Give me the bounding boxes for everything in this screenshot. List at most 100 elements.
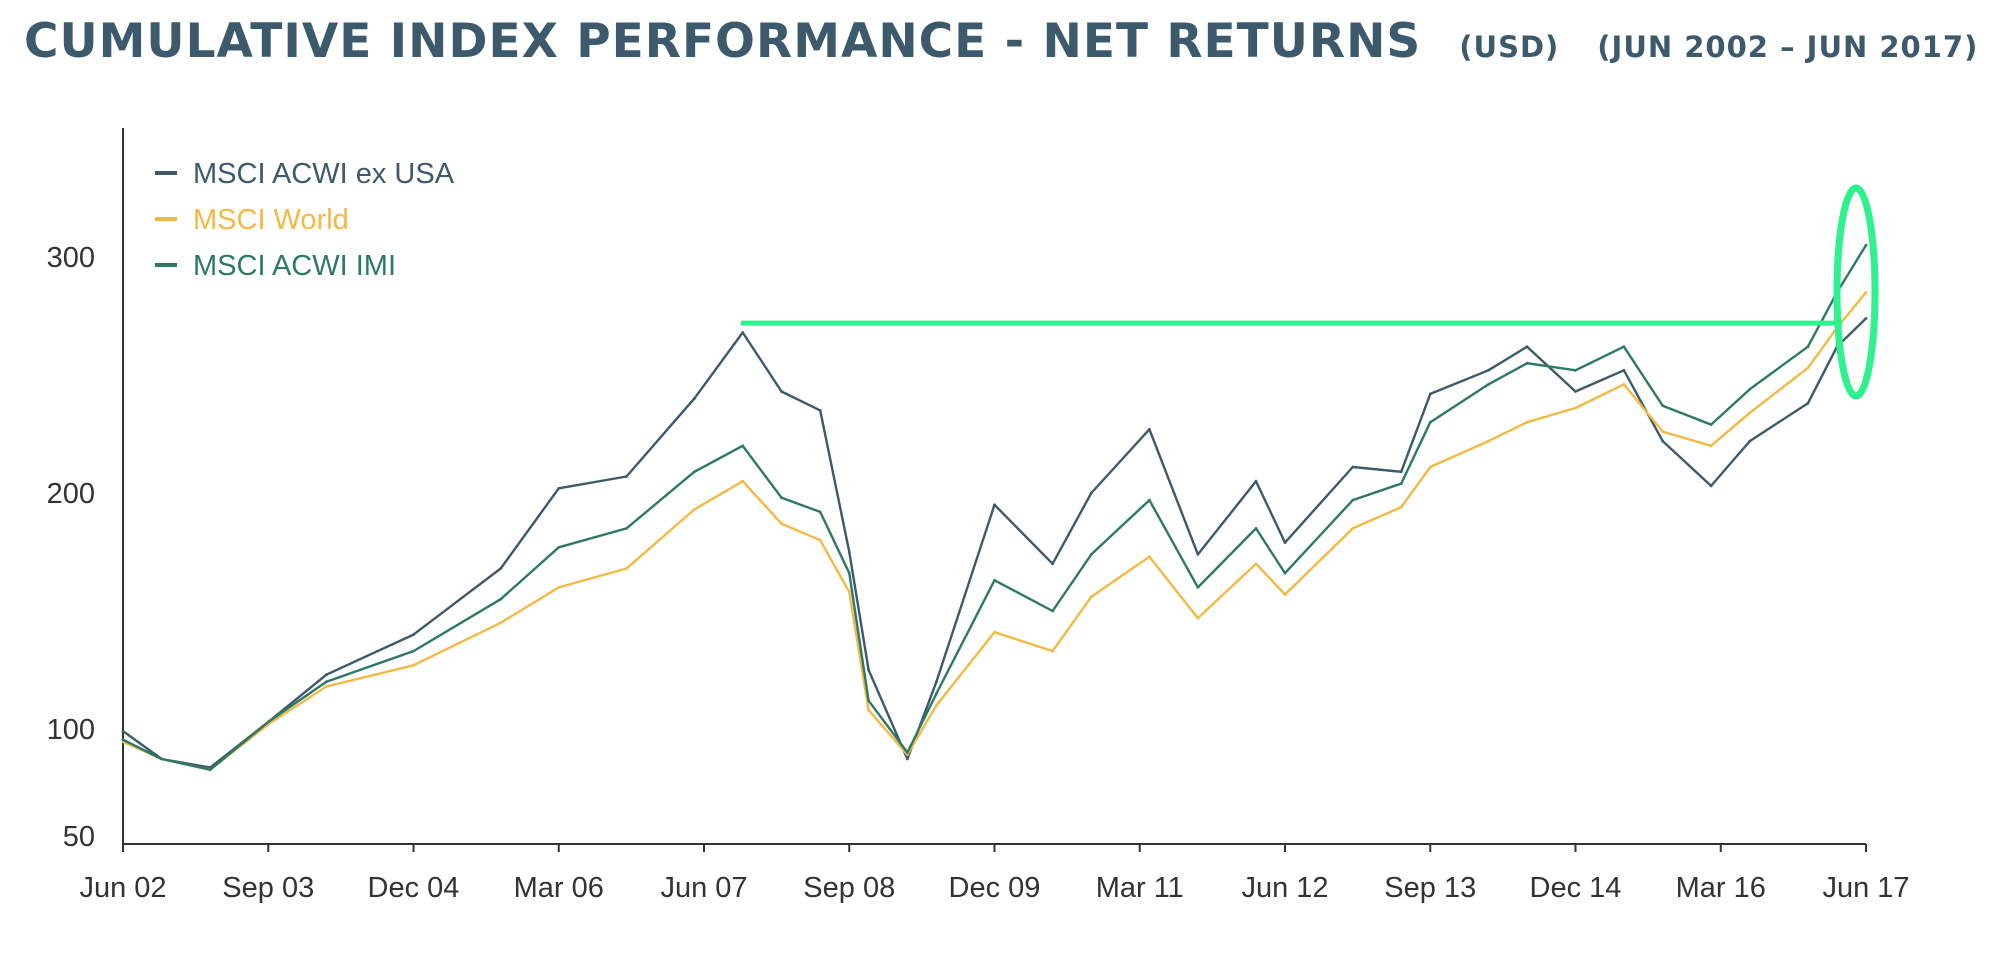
data-point xyxy=(780,390,783,393)
data-point xyxy=(1487,368,1490,372)
data-point xyxy=(1864,317,1868,320)
data-point xyxy=(867,708,870,712)
data-point xyxy=(1089,595,1093,599)
data-point xyxy=(625,527,628,530)
data-point xyxy=(780,496,783,500)
legend-label: MSCI ACWI ex USA xyxy=(193,158,455,190)
x-tick-label: Dec 09 xyxy=(949,872,1041,904)
x-tick-label: Jun 17 xyxy=(1822,872,1909,904)
data-point xyxy=(1148,498,1151,502)
data-point xyxy=(741,479,745,483)
data-point xyxy=(499,597,503,601)
data-point xyxy=(741,444,745,448)
data-point xyxy=(1806,401,1810,405)
x-tick-label: Sep 03 xyxy=(222,872,314,904)
x-tick-label: Mar 06 xyxy=(514,872,604,904)
data-point xyxy=(1428,465,1432,469)
data-point xyxy=(847,571,851,575)
data-point xyxy=(1661,404,1665,408)
data-point xyxy=(1399,505,1403,509)
data-point xyxy=(1709,444,1713,448)
y-tick-label: 100 xyxy=(47,714,95,746)
data-point xyxy=(1748,439,1752,443)
data-point xyxy=(1574,368,1577,372)
annotation-layer xyxy=(741,184,1879,400)
data-point xyxy=(412,649,415,653)
x-tick-label: Mar 11 xyxy=(1096,872,1184,904)
data-point xyxy=(325,680,328,684)
data-point xyxy=(557,545,561,549)
data-point xyxy=(1806,345,1810,349)
data-point xyxy=(993,503,996,507)
legend-label: MSCI ACWI IMI xyxy=(193,250,396,282)
data-point xyxy=(867,668,870,672)
data-point xyxy=(1574,406,1577,410)
data-point xyxy=(818,538,822,542)
data-point xyxy=(1148,555,1151,559)
series-line-1 xyxy=(122,291,1867,771)
data-point xyxy=(1148,427,1151,431)
data-point xyxy=(1748,411,1752,415)
data-point xyxy=(1574,390,1577,393)
x-tick-label: Mar 16 xyxy=(1676,872,1766,904)
x-tick-label: Dec 14 xyxy=(1530,872,1622,904)
data-point xyxy=(266,720,270,724)
data-point xyxy=(1525,345,1529,349)
data-point xyxy=(1399,470,1403,474)
data-point xyxy=(208,768,212,772)
chart-legend: MSCI ACWI ex USA MSCI World MSCI ACWI IMI xyxy=(155,158,455,282)
data-point xyxy=(1748,387,1752,391)
y-tick-label: 50 xyxy=(63,821,95,853)
data-point xyxy=(625,475,628,478)
data-point xyxy=(1487,439,1490,443)
data-point xyxy=(741,331,745,334)
data-point xyxy=(325,673,328,677)
data-point xyxy=(625,567,628,570)
data-point xyxy=(1089,553,1093,556)
data-point xyxy=(1622,383,1626,386)
x-tick-label: Sep 13 xyxy=(1384,872,1476,904)
data-point xyxy=(818,510,822,514)
chart-period: (JUN 2002 – JUN 2017) xyxy=(1597,30,1979,64)
data-point xyxy=(906,753,909,757)
data-point xyxy=(818,409,822,412)
chart-currency: (USD) xyxy=(1459,30,1560,64)
data-point xyxy=(867,699,870,703)
data-point xyxy=(1487,383,1490,386)
data-point xyxy=(1254,527,1258,530)
x-tick-label: Jun 07 xyxy=(660,872,747,904)
data-point xyxy=(1254,479,1258,483)
data-point xyxy=(1254,562,1258,566)
data-point xyxy=(1864,243,1868,247)
data-point xyxy=(692,508,696,511)
data-point xyxy=(1196,553,1200,556)
data-point xyxy=(121,729,125,733)
data-point xyxy=(160,757,164,761)
data-point xyxy=(1622,368,1626,372)
data-point xyxy=(993,578,996,582)
data-point xyxy=(935,692,938,695)
data-point xyxy=(1661,430,1665,433)
data-point xyxy=(935,704,938,707)
x-tick-label: Jun 02 xyxy=(79,872,166,904)
data-point xyxy=(1622,345,1626,349)
data-point xyxy=(1351,527,1355,530)
data-point xyxy=(780,522,783,526)
data-point xyxy=(1196,616,1200,620)
x-tick-label: Jun 12 xyxy=(1241,872,1328,904)
data-point xyxy=(1864,291,1868,294)
data-point xyxy=(847,550,851,554)
data-point xyxy=(1283,541,1287,544)
y-tick-label: 300 xyxy=(47,242,95,274)
data-point xyxy=(412,663,415,667)
x-tick-label: Sep 08 xyxy=(803,872,895,904)
series-line-0 xyxy=(122,317,1867,769)
data-point xyxy=(847,590,851,594)
data-point xyxy=(1283,593,1287,596)
data-point xyxy=(1709,484,1713,488)
data-point xyxy=(692,397,696,400)
data-point xyxy=(906,757,909,761)
data-point xyxy=(325,685,328,688)
y-tick-label: 200 xyxy=(47,478,95,510)
